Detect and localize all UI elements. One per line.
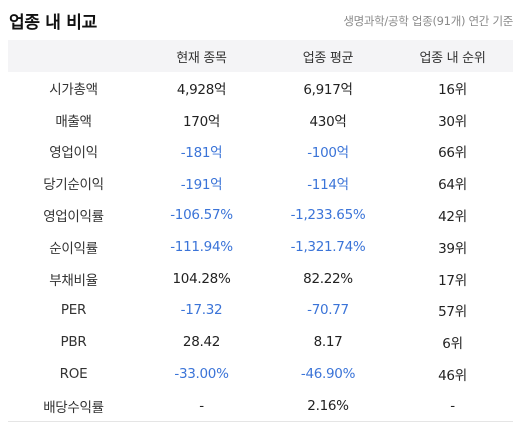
row-label: 시가총액: [49, 81, 98, 98]
current-value: -106.57%: [170, 207, 233, 224]
average-value: 82.22%: [303, 270, 353, 287]
average-value: 8.17: [313, 334, 343, 351]
rank-value: 57위: [438, 304, 467, 321]
table-row: 당기순이익 -191억 -114억 64위: [8, 167, 513, 199]
average-value: -100억: [307, 145, 349, 162]
row-label: PBR: [60, 334, 87, 351]
table-row: 배당수익률 - 2.16% -: [8, 390, 513, 422]
average-value: -114억: [307, 177, 349, 194]
current-value: -111.94%: [170, 238, 233, 255]
average-value: -1,321.74%: [290, 238, 366, 255]
average-value: -1,233.65%: [290, 207, 366, 224]
table-row: 순이익률 -111.94% -1,321.74% 39위: [8, 231, 513, 263]
table-header-row: 현재 종목 업종 평균 업종 내 순위: [8, 40, 513, 72]
row-label: 영업이익: [49, 145, 98, 162]
header-current: 현재 종목: [176, 50, 227, 66]
header-average: 업종 평균: [302, 50, 354, 66]
current-value: 4,928억: [176, 81, 227, 98]
header-metric: [8, 40, 139, 72]
rank-value: 30위: [438, 113, 467, 130]
rank-value: 17위: [438, 272, 467, 289]
rank-value: 42위: [438, 209, 467, 226]
current-value: 28.42: [182, 334, 221, 351]
table-row: ROE -33.00% -46.90% 46위: [8, 358, 513, 390]
current-value: 104.28%: [172, 270, 231, 287]
current-value: -191억: [180, 177, 223, 194]
panel-title: 업종 내 비교: [9, 13, 97, 33]
row-label: ROE: [59, 366, 88, 383]
rank-value: 66위: [438, 145, 467, 162]
table-row: 영업이익 -181억 -100억 66위: [8, 136, 513, 168]
row-label: 순이익률: [49, 240, 98, 257]
average-value: -46.90%: [300, 366, 356, 383]
row-label: PER: [60, 302, 87, 319]
row-label: 부채비율: [49, 272, 98, 289]
rank-value: 64위: [438, 177, 467, 194]
table-row: PBR 28.42 8.17 6위: [8, 326, 513, 358]
rank-value: 46위: [438, 368, 467, 385]
average-value: -70.77: [307, 302, 349, 319]
rank-value: 39위: [438, 240, 467, 257]
row-label: 매출액: [55, 113, 92, 130]
current-value: -: [199, 397, 204, 414]
table-row: 부채비율 104.28% 82.22% 17위: [8, 263, 513, 295]
rank-value: -: [450, 397, 455, 414]
average-value: 6,917억: [303, 81, 353, 98]
table-row: 시가총액 4,928억 6,917억 16위: [8, 72, 513, 104]
panel-header: 업종 내 비교 생명과학/공학 업종(91개) 연간 기준: [0, 0, 521, 40]
row-label: 배당수익률: [43, 399, 104, 416]
row-label: 영업이익률: [43, 209, 104, 226]
header-rank: 업종 내 순위: [419, 50, 486, 66]
table-row: PER -17.32 -70.77 57위: [8, 295, 513, 327]
rank-value: 16위: [438, 81, 467, 98]
table-row: 매출액 170억 430억 30위: [8, 104, 513, 136]
current-value: -33.00%: [174, 366, 229, 383]
average-value: 2.16%: [307, 397, 349, 414]
average-value: 430억: [309, 113, 347, 130]
table-row: 영업이익률 -106.57% -1,233.65% 42위: [8, 199, 513, 231]
current-value: -181억: [180, 145, 223, 162]
panel-subtitle: 생명과학/공학 업종(91개) 연간 기준: [343, 14, 513, 28]
rank-value: 6위: [442, 336, 463, 353]
current-value: 170억: [183, 113, 220, 130]
row-label: 당기순이익: [43, 177, 104, 194]
current-value: -17.32: [180, 302, 223, 319]
